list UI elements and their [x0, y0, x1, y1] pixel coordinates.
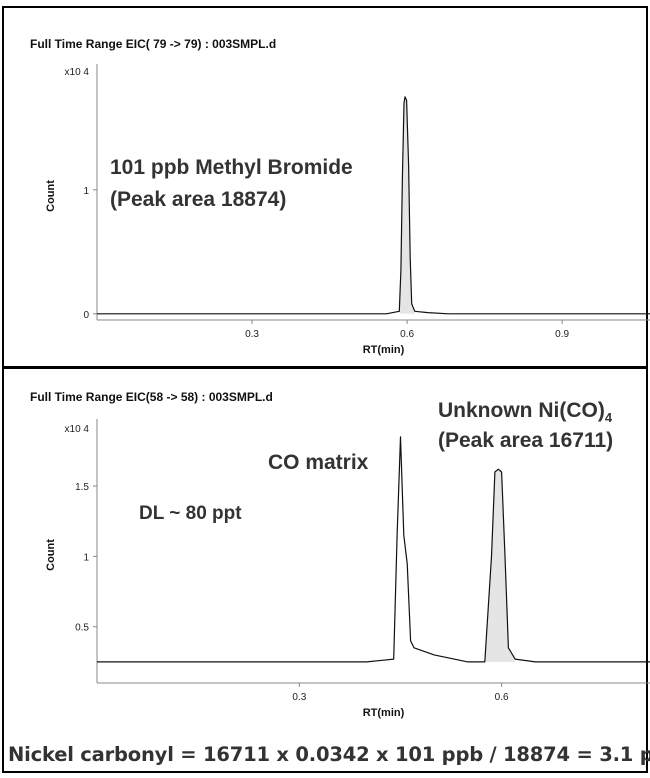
- y-tick-label: 0: [83, 310, 89, 321]
- footer-formula: Nickel carbonyl = 16711 x 0.0342 x 101 p…: [8, 743, 650, 766]
- x-axis-label: RT(min): [363, 344, 405, 356]
- y-tick-label: 1: [83, 186, 89, 197]
- annotation-co-matrix: CO matrix: [268, 451, 369, 474]
- annotation-subscript: 4: [605, 410, 613, 425]
- y-tick-label: 0.5: [75, 623, 89, 634]
- y-multiplier-label: x10 4: [65, 424, 90, 435]
- chart-title: Full Time Range EIC(58 -> 58) : 003SMPL.…: [30, 390, 273, 404]
- series-line-1: [97, 96, 650, 315]
- x-tick-label: 0.9: [555, 329, 569, 340]
- annotation-compound: 101 ppb Methyl Bromide: [110, 156, 353, 179]
- annotation-peak-area: (Peak area 18874): [110, 188, 286, 211]
- x-tick-label: 0.6: [495, 692, 509, 703]
- x-tick-label: 0.3: [245, 329, 259, 340]
- x-tick-label: 0.3: [292, 692, 306, 703]
- x-tick-label: 0.6: [400, 329, 414, 340]
- chart-panel-nickel-carbonyl: Full Time Range EIC(58 -> 58) : 003SMPL.…: [2, 366, 650, 773]
- y-multiplier-label: x10 4: [65, 67, 90, 78]
- y-axis-label: Count: [45, 539, 57, 571]
- y-tick-label: 1: [83, 552, 89, 563]
- chart-panel-methyl-bromide: Full Time Range EIC( 79 -> 79) : 003SMPL…: [2, 6, 650, 368]
- chart-title: Full Time Range EIC( 79 -> 79) : 003SMPL…: [30, 37, 276, 51]
- annotation-unknown-compound: Unknown Ni(CO)4: [438, 399, 613, 425]
- y-axis-label: Count: [45, 180, 57, 212]
- x-axis-label: RT(min): [363, 707, 405, 719]
- chart-nickel-carbonyl: Full Time Range EIC(58 -> 58) : 003SMPL.…: [30, 390, 650, 719]
- annotation-detection-limit: DL ~ 80 ppt: [139, 503, 242, 524]
- chart-methyl-bromide: Full Time Range EIC( 79 -> 79) : 003SMPL…: [30, 37, 650, 356]
- y-tick-label: 1.5: [75, 482, 89, 493]
- annotation-unknown-peak-area: (Peak area 16711): [438, 429, 613, 452]
- series-line-1: [97, 436, 650, 663]
- peak-fill-1: [484, 469, 516, 662]
